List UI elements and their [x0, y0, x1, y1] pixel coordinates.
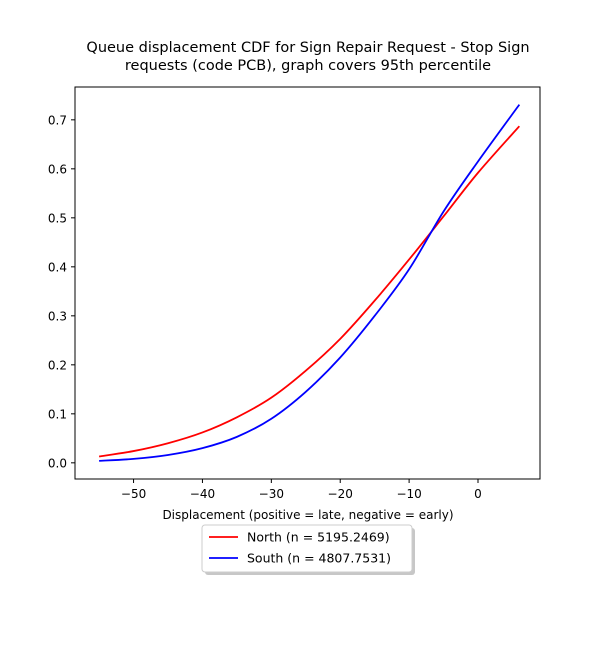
- x-tick-label: −20: [328, 487, 353, 501]
- axes-frame: [74, 86, 541, 480]
- legend: North (n = 5195.2469) South (n = 4807.75…: [201, 524, 415, 575]
- chart-title-line1: Queue displacement CDF for Sign Repair R…: [86, 40, 529, 56]
- x-tick-label: −50: [121, 487, 146, 501]
- x-axis-label: Displacement (positive = late, negative …: [162, 508, 453, 522]
- legend-label-north: North (n = 5195.2469): [247, 530, 390, 545]
- y-tick-label: 0.2: [48, 358, 67, 372]
- y-tick-label: 0.0: [48, 456, 67, 470]
- series-line-north: [98, 125, 521, 458]
- legend-label-south: South (n = 4807.7531): [247, 551, 391, 566]
- x-tick-label: −30: [259, 487, 284, 501]
- chart-title-line2: requests (code PCB), graph covers 95th p…: [125, 58, 491, 74]
- legend-box: [201, 524, 413, 573]
- series-line-south: [99, 104, 521, 462]
- y-tick-label: 0.3: [48, 309, 67, 323]
- x-tick-label: −10: [396, 487, 421, 501]
- y-tick-label: 0.7: [48, 113, 67, 127]
- y-tick-label: 0.4: [48, 260, 67, 274]
- y-tick-label: 0.5: [48, 211, 67, 225]
- y-tick-label: 0.1: [48, 407, 67, 421]
- x-tick-label: −40: [190, 487, 215, 501]
- plot-area: −50 −40 −30 −20 −10 0 0.0 0.1 0.2 0.3 0.4 0.5 0.6 0.7: [48, 86, 541, 501]
- x-tick-label: 0: [474, 487, 482, 501]
- y-tick-label: 0.6: [48, 162, 67, 176]
